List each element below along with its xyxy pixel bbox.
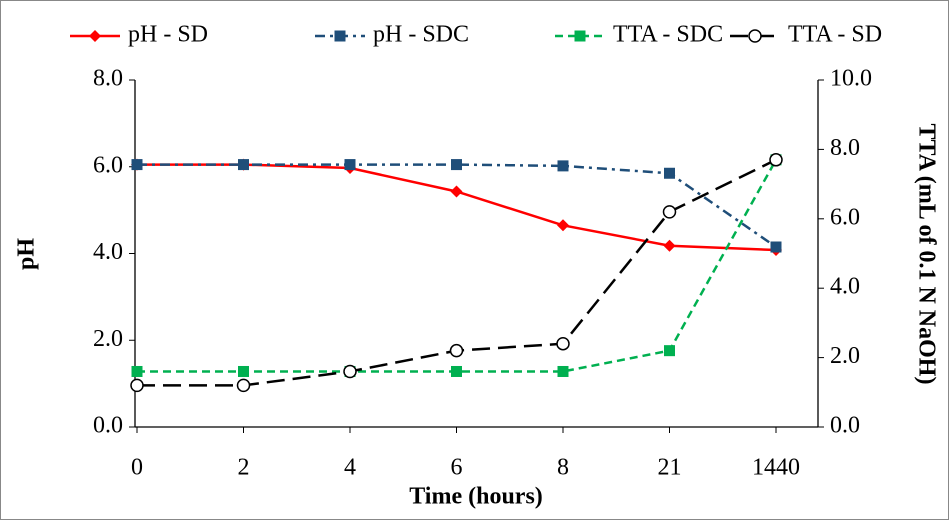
y-tick-label: 6.0: [93, 152, 123, 178]
x-tick-label: 8: [557, 455, 569, 481]
y2-tick-label: 2.0: [830, 343, 860, 369]
marker: [769, 153, 783, 167]
x-tick-label: 0: [131, 455, 143, 481]
legend-label: pH - SDC: [373, 22, 469, 48]
y2-tick-label: 0.0: [830, 413, 860, 439]
x-axis-label: Time (hours): [409, 484, 543, 510]
y2-axis-label: TTA (mL of 0.1 N NaOH): [913, 124, 939, 385]
y2-tick-label: 4.0: [830, 274, 860, 300]
y-tick-label: 8.0: [93, 66, 123, 92]
legend-marker: [334, 30, 346, 42]
marker: [557, 160, 569, 172]
x-tick-label: 6: [451, 455, 463, 481]
y-tick-label: 2.0: [93, 326, 123, 352]
marker: [663, 239, 676, 252]
legend-label: TTA - SDC: [613, 22, 723, 48]
marker: [236, 378, 251, 393]
marker: [556, 336, 570, 351]
y-axis-label: pH: [14, 238, 40, 270]
legend-marker: [574, 30, 586, 42]
y2-tick-label: 8.0: [830, 135, 860, 161]
marker: [557, 365, 569, 377]
marker: [662, 205, 677, 219]
legend-marker: [89, 30, 101, 42]
y2-tick-label: 6.0: [830, 204, 860, 230]
marker: [449, 343, 464, 358]
y-tick-label: 0.0: [93, 413, 123, 439]
y2-tick-label: 10.0: [830, 66, 872, 92]
marker: [238, 159, 249, 171]
x-tick-label: 1440: [752, 455, 800, 481]
marker: [131, 159, 143, 171]
marker: [664, 167, 675, 179]
marker: [770, 241, 782, 253]
marker: [664, 345, 675, 357]
y-tick-label: 4.0: [93, 239, 123, 265]
marker: [343, 364, 357, 379]
marker: [238, 365, 249, 377]
legend-label: TTA - SD: [788, 22, 882, 48]
marker: [557, 219, 569, 232]
legend-label: pH - SD: [128, 22, 208, 48]
marker: [131, 365, 143, 377]
marker: [451, 159, 462, 171]
x-tick-label: 21: [658, 455, 682, 481]
marker: [450, 185, 463, 198]
marker: [130, 378, 144, 393]
marker: [344, 159, 356, 171]
marker: [451, 365, 462, 377]
legend-marker: [748, 29, 762, 43]
x-tick-label: 4: [344, 455, 356, 481]
x-tick-label: 2: [238, 455, 250, 481]
